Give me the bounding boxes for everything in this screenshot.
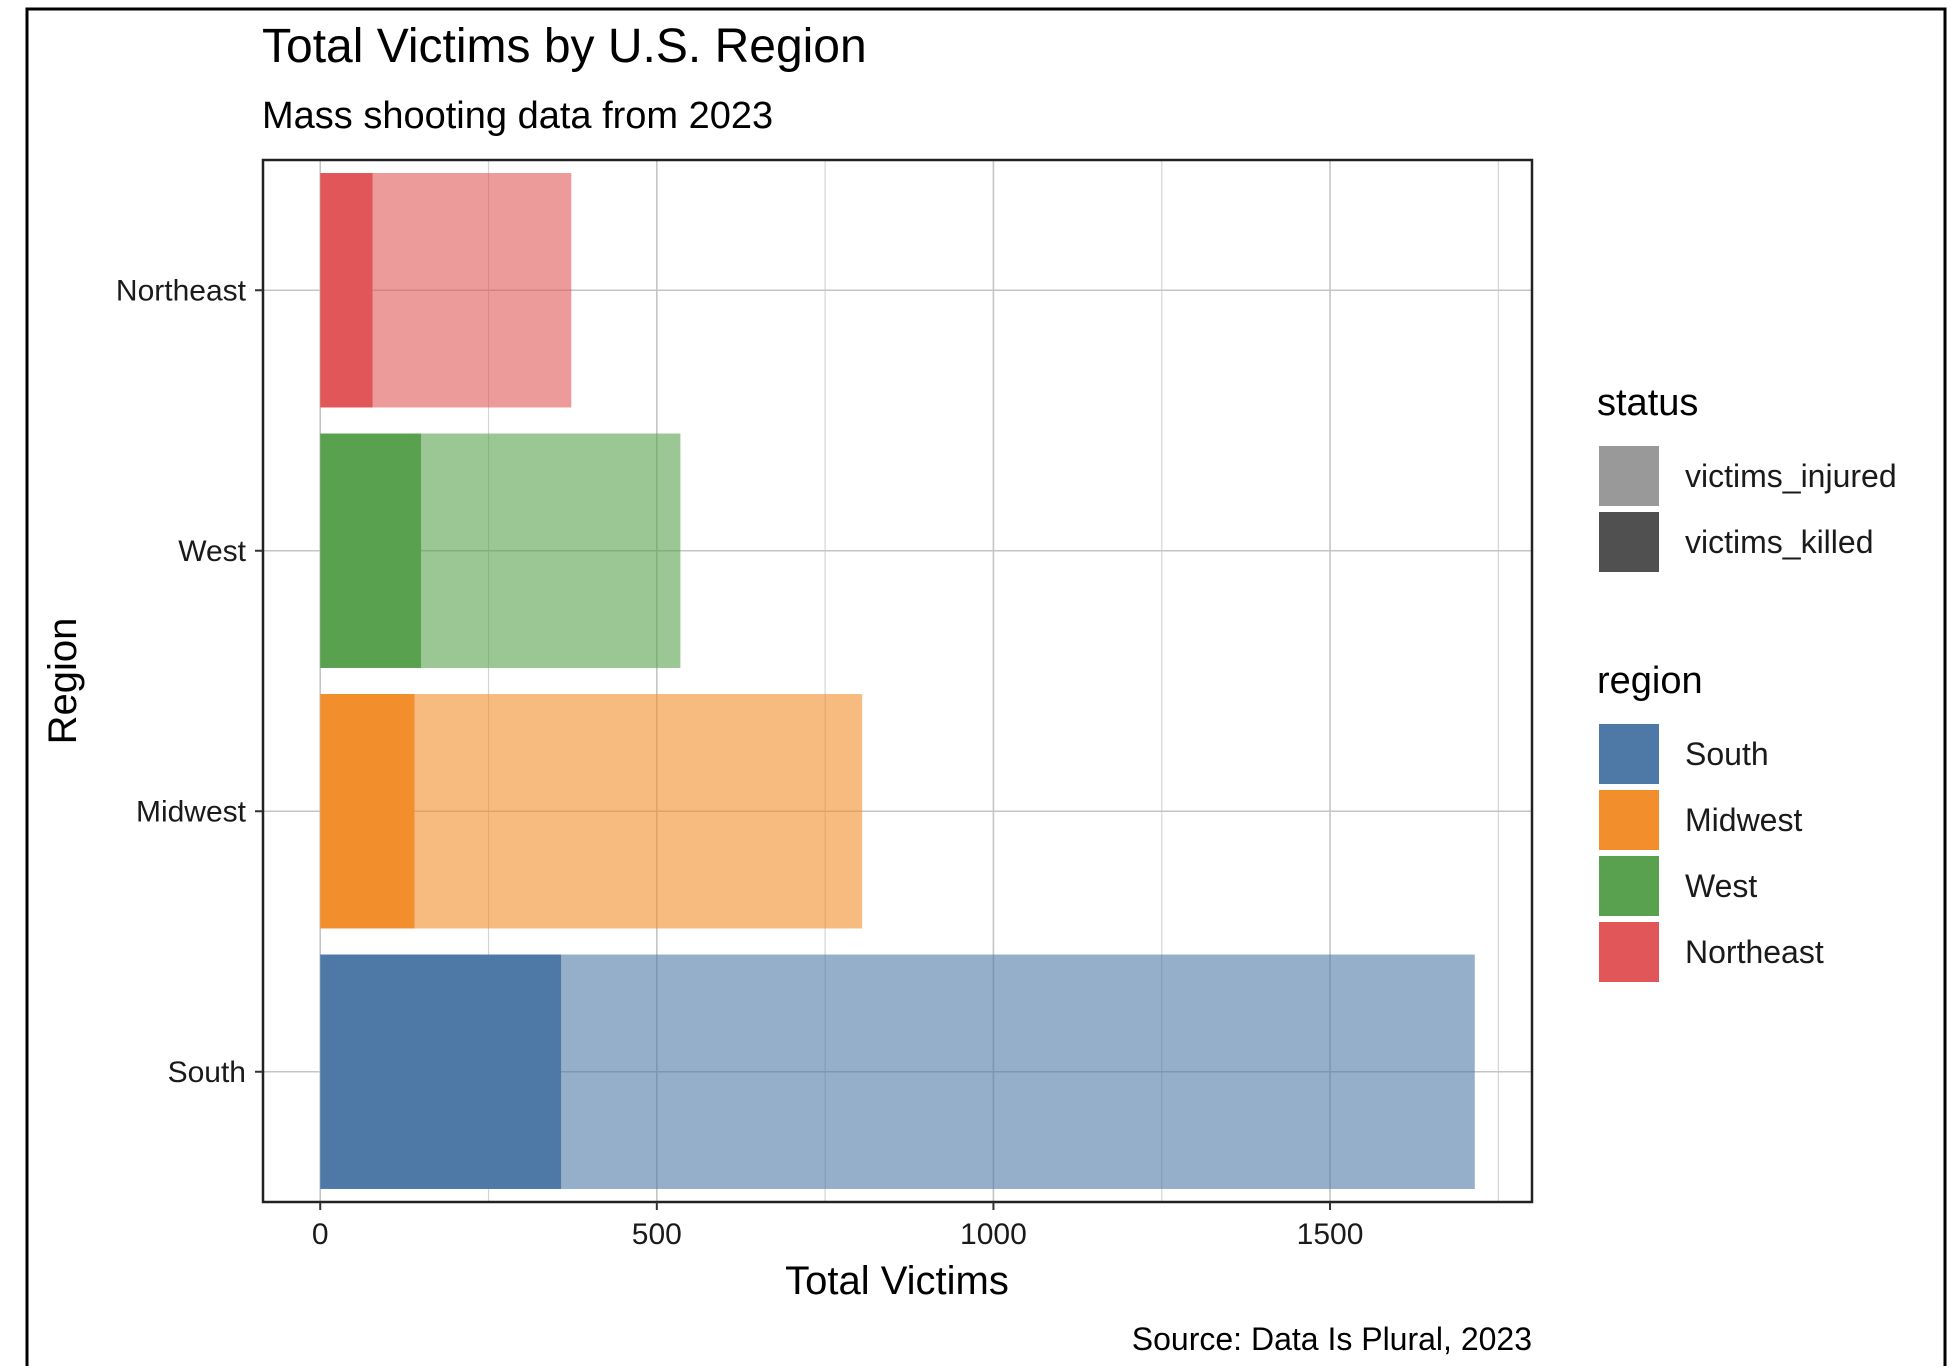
x-tick-label: 0 bbox=[312, 1218, 329, 1251]
y-tick-label: Midwest bbox=[136, 795, 247, 828]
bar-injured-northeast bbox=[372, 173, 572, 408]
x-tick-label: 1000 bbox=[960, 1218, 1027, 1251]
chart-title: Total Victims by U.S. Region bbox=[262, 20, 867, 73]
x-tick-label: 500 bbox=[632, 1218, 682, 1251]
legend-key bbox=[1599, 724, 1659, 784]
bar-killed-midwest bbox=[320, 694, 415, 929]
plot-border bbox=[261, 158, 1534, 1204]
bar-killed-northeast bbox=[320, 173, 373, 408]
legend-key bbox=[1599, 856, 1659, 916]
legend-title: region bbox=[1597, 660, 1703, 702]
caption: Source: Data Is Plural, 2023 bbox=[1132, 1321, 1532, 1357]
legend-key bbox=[1599, 922, 1659, 982]
legend-key bbox=[1599, 790, 1659, 850]
x-axis: 0 500 1000 1500 bbox=[312, 1202, 1364, 1251]
legend-status: status victims_injured victims_killed bbox=[1597, 382, 1897, 572]
legend-key bbox=[1599, 512, 1659, 572]
legend-key bbox=[1599, 446, 1659, 506]
x-axis-title: Total Victims bbox=[785, 1259, 1009, 1303]
y-axis-title: Region bbox=[41, 618, 85, 745]
chart-subtitle: Mass shooting data from 2023 bbox=[262, 95, 773, 137]
legend-label: West bbox=[1685, 868, 1757, 904]
bar-injured-south bbox=[561, 954, 1475, 1189]
legend-label: South bbox=[1685, 736, 1769, 772]
bar-injured-west bbox=[421, 433, 681, 668]
bar-killed-west bbox=[320, 433, 422, 668]
bar-killed-south bbox=[320, 954, 562, 1189]
legend-region: region South Midwest West Northeast bbox=[1597, 660, 1824, 982]
x-tick-label: 1500 bbox=[1297, 1218, 1364, 1251]
bars bbox=[320, 173, 1475, 1189]
legend-label: Northeast bbox=[1685, 934, 1824, 970]
bar-injured-midwest bbox=[414, 694, 863, 929]
legend-label: Midwest bbox=[1685, 802, 1802, 838]
y-tick-label: West bbox=[178, 535, 246, 568]
plot-area: Northeast West Midwest South 0 500 1000 1500 bbox=[116, 158, 1534, 1251]
legend-label: victims_killed bbox=[1685, 524, 1873, 560]
y-tick-label: South bbox=[168, 1056, 246, 1089]
legend-label: victims_injured bbox=[1685, 458, 1897, 494]
y-axis: Northeast West Midwest South bbox=[116, 274, 263, 1089]
legend-title: status bbox=[1597, 382, 1698, 424]
y-tick-label: Northeast bbox=[116, 274, 247, 307]
